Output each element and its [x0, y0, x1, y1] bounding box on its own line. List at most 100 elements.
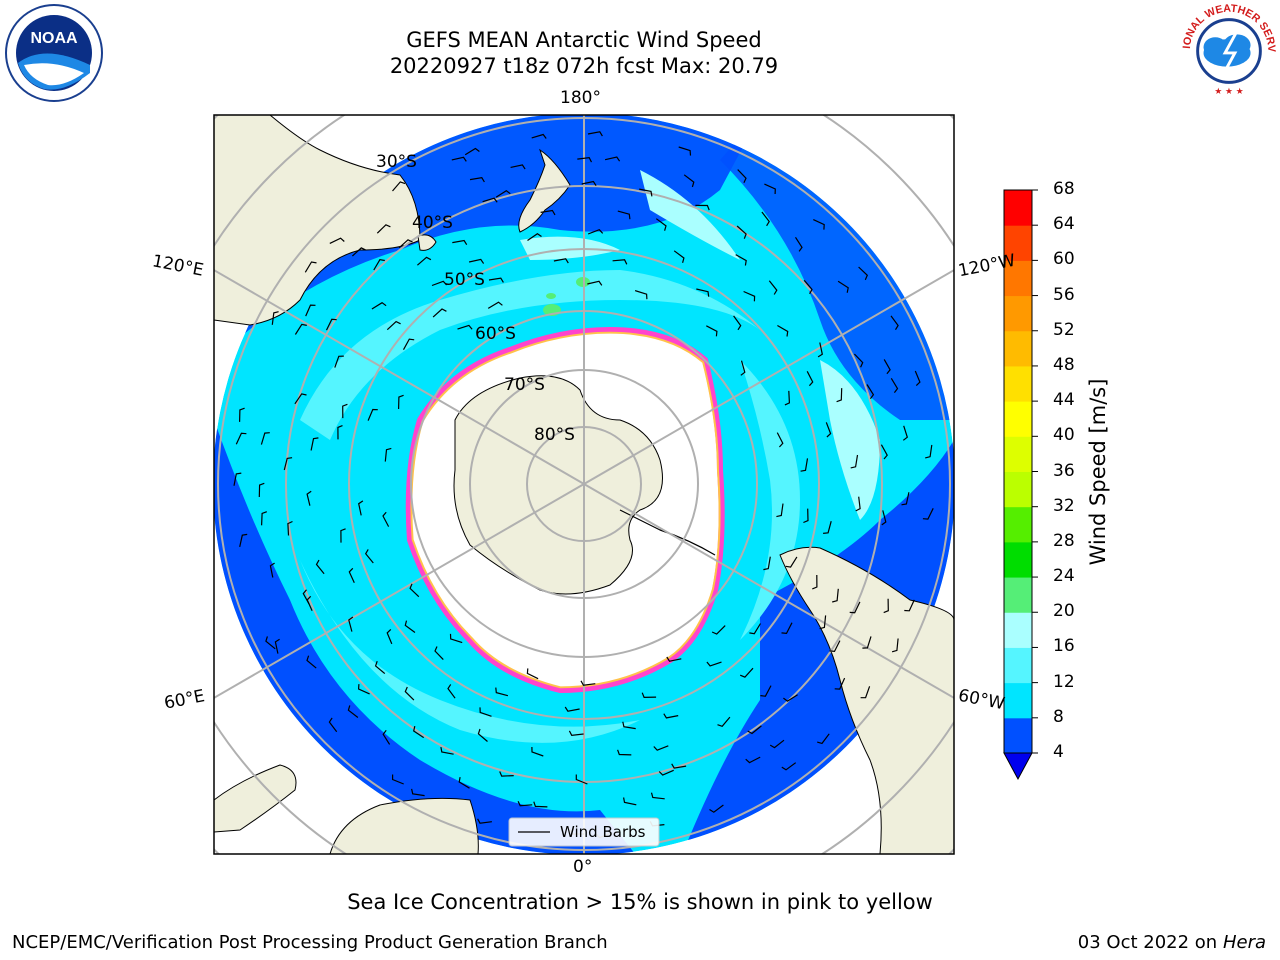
wind-barb [328, 717, 338, 733]
wind-barb [239, 533, 248, 548]
wind-barb [376, 224, 391, 234]
colorbar-segment [1004, 577, 1032, 613]
wind-barb [374, 661, 386, 675]
wind-barb [329, 237, 345, 244]
colorbar-segment [1004, 190, 1032, 226]
wind-barb [711, 625, 726, 635]
wind-barb [294, 323, 307, 335]
wind-barb [825, 422, 832, 438]
wind-barb [745, 756, 761, 764]
colorbar-tick-label: 68 [1053, 179, 1075, 199]
colorbar-segment [1004, 365, 1032, 402]
wind-barb [812, 574, 818, 590]
wind-barb [233, 472, 242, 486]
wind-barb [283, 457, 293, 471]
wind-barb [274, 638, 280, 654]
wind-barb [488, 277, 504, 283]
wind-barb [883, 598, 889, 614]
wind-barb [337, 425, 343, 440]
wind-barb [803, 279, 813, 295]
colorbar-segment [1004, 260, 1032, 297]
colorbar-segment [1004, 647, 1032, 684]
wind-barb [890, 315, 899, 331]
wind-barb [781, 762, 797, 771]
colorbar [1003, 189, 1038, 781]
wind-barb [806, 371, 814, 387]
wind-barb [531, 746, 544, 757]
colorbar-tick-label: 40 [1053, 425, 1075, 446]
wind-barb [866, 384, 875, 400]
wind-barb [817, 733, 830, 745]
wind-barb [883, 359, 891, 375]
colorbar-segment [1004, 612, 1032, 648]
wind-barb [451, 156, 467, 162]
wind-barb [658, 769, 674, 776]
wind-barb [904, 599, 915, 612]
wind-barb [457, 324, 473, 330]
wind-barb [533, 801, 548, 808]
wind-barb [784, 390, 791, 406]
wind-barb [634, 290, 648, 300]
wind-barb [587, 280, 603, 286]
wind-barb [862, 636, 872, 649]
continents [214, 115, 954, 854]
colorbar-tick-label: 56 [1053, 284, 1075, 305]
colorbar-tick-label: 48 [1053, 354, 1075, 375]
wind-barb [411, 788, 425, 797]
wind-barb [540, 209, 556, 216]
wind-barb [760, 685, 772, 697]
wind-barb [776, 432, 784, 448]
wind-barb [477, 818, 492, 824]
wind-barb [655, 218, 667, 231]
colorbar-tick-label: 16 [1053, 636, 1075, 657]
wind-barb [269, 562, 275, 578]
wind-barb [235, 432, 247, 445]
map-border [213, 114, 955, 855]
wind-barb [304, 261, 317, 273]
colorbar-segment [1004, 717, 1032, 754]
wind-barb [761, 211, 770, 227]
wind-barb [785, 556, 798, 568]
wind-barb [348, 567, 355, 584]
colorbar-tick-label: 44 [1053, 390, 1075, 411]
wind-barb [347, 705, 359, 718]
wind-barb [553, 258, 569, 264]
wind-barb [487, 301, 503, 309]
wind-barb [922, 508, 934, 520]
wind-barb [717, 716, 731, 728]
wind-barb [853, 353, 864, 368]
colorbar-tick-label: 4 [1053, 742, 1064, 762]
wind-barb [803, 508, 809, 524]
wind-barb [367, 408, 378, 421]
wind-barb [891, 638, 899, 653]
wind-barb [860, 686, 871, 699]
colorbar-segment [1004, 506, 1032, 543]
wind-barb [271, 311, 279, 325]
wind-barb [382, 511, 390, 527]
colorbar-tick-label: 12 [1053, 671, 1075, 692]
wind-barb [564, 706, 580, 712]
wind-barb [495, 189, 511, 198]
colorbar-tick-label: 20 [1053, 601, 1075, 622]
wind-barb [447, 684, 456, 699]
sea-ice-note: Sea Ice Concentration > 15% is shown in … [347, 890, 933, 914]
wind-barb [768, 280, 778, 295]
wind-barb [666, 656, 682, 662]
wind-barb [671, 763, 687, 769]
wind-barb [663, 713, 679, 719]
wind-barb [449, 633, 463, 644]
lat-label-70s: 70°S [504, 375, 545, 395]
wind-barb [901, 492, 910, 506]
lat-label-50s: 50°S [444, 270, 485, 290]
antarctica-landmass [453, 375, 663, 595]
wind-barb [398, 394, 404, 410]
colorbar-tick-label: 32 [1053, 495, 1075, 516]
legend-label: Wind Barbs [560, 823, 646, 841]
wind-barb [384, 447, 392, 462]
wind-barb [575, 774, 588, 785]
wind-barb [340, 528, 346, 543]
wind-barb [858, 266, 869, 281]
wind-barb [294, 393, 307, 405]
